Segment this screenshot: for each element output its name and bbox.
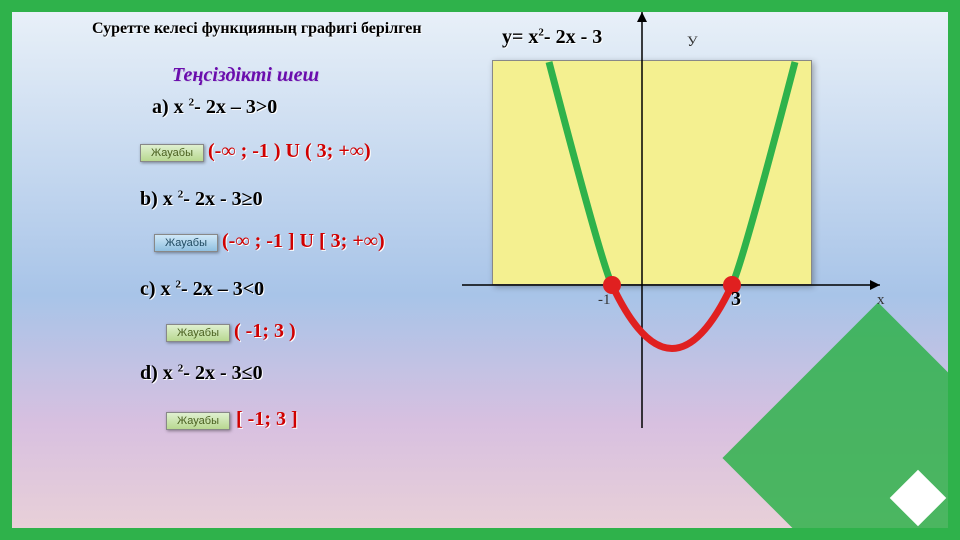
answer-a: (-∞ ; -1 ) U ( 3; +∞) <box>208 140 371 163</box>
problem-a: а) х 2- 2х – 3>0 <box>152 96 277 119</box>
y-axis-arrow <box>637 12 647 22</box>
axis-x-label: х <box>877 292 885 309</box>
parabola-lower <box>612 285 732 349</box>
subtitle: Теңсіздікті шеш <box>172 64 319 87</box>
parabola-upper-right <box>732 62 795 285</box>
x-axis-arrow <box>870 280 880 290</box>
problem-d: d) х 2- 2х - 3≤0 <box>140 362 263 385</box>
answer-button-b[interactable]: Жауабы <box>154 234 218 252</box>
tick-m1: -1 <box>598 292 611 309</box>
parabola-upper-left <box>549 62 612 285</box>
graph-panel: У х -1 3 <box>492 60 812 400</box>
answer-button-a[interactable]: Жауабы <box>140 144 204 162</box>
answer-b: (-∞ ; -1 ] U [ 3; +∞) <box>222 230 385 253</box>
problem-b: b) х 2- 2х - 3≥0 <box>140 188 263 211</box>
problem-d-pre: d) х <box>140 362 178 384</box>
page-title: Суретте келесі функцияның графигі берілг… <box>92 20 422 38</box>
outer-frame: Суретте келесі функцияның графигі берілг… <box>0 0 960 540</box>
problem-c-pre: с) х <box>140 278 176 300</box>
parabola-chart <box>472 20 892 440</box>
problem-a-pre: а) х <box>152 96 189 118</box>
problem-b-pre: b) х <box>140 188 178 210</box>
answer-c: ( -1; 3 ) <box>234 320 296 343</box>
problem-c-post: - 2х – 3<0 <box>181 278 264 300</box>
problem-a-post: - 2х – 3>0 <box>194 96 277 118</box>
answer-button-d[interactable]: Жауабы <box>166 412 230 430</box>
inner-frame: Суретте келесі функцияның графигі берілг… <box>10 10 950 530</box>
tick-3: 3 <box>731 288 741 311</box>
problem-c: с) х 2- 2х – 3<0 <box>140 278 264 301</box>
problem-d-post: - 2х - 3≤0 <box>183 362 262 384</box>
axis-y-label: У <box>687 34 698 51</box>
content-area: Суретте келесі функцияның графигі берілг… <box>12 12 948 528</box>
answer-button-c[interactable]: Жауабы <box>166 324 230 342</box>
answer-d: [ -1; 3 ] <box>236 408 298 431</box>
problem-b-post: - 2х - 3≥0 <box>183 188 262 210</box>
